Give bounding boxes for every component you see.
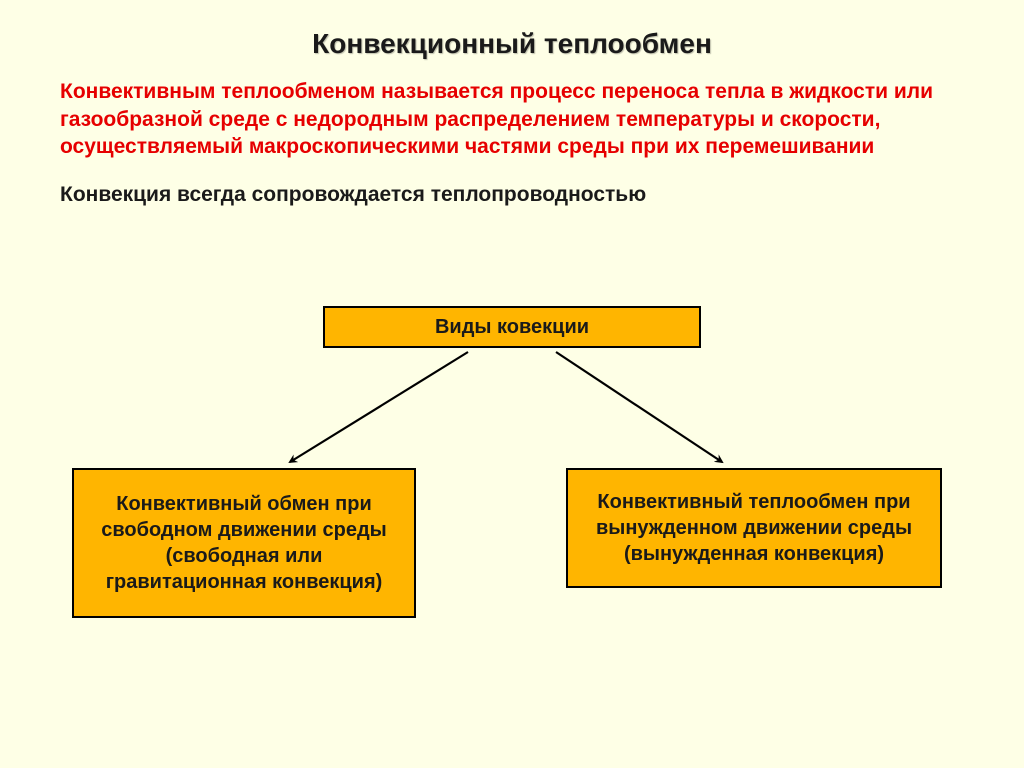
slide-title: Конвекционный теплообмен <box>60 28 964 60</box>
diagram-right-label: Конвективный теплообмен при вынужденном … <box>582 489 926 567</box>
slide: Конвекционный теплообмен Конвективным те… <box>0 0 1024 768</box>
note-text: Конвекция всегда сопровождается теплопро… <box>60 183 964 207</box>
diagram-root-box: Виды ковекции <box>323 306 701 348</box>
diagram-root-label: Виды ковекции <box>435 314 589 340</box>
arrow-right <box>556 352 722 462</box>
diagram-left-box: Конвективный обмен при свободном движени… <box>72 468 416 618</box>
arrow-left <box>290 352 468 462</box>
diagram-left-label: Конвективный обмен при свободном движени… <box>88 491 400 595</box>
diagram-right-box: Конвективный теплообмен при вынужденном … <box>566 468 942 588</box>
definition-text: Конвективным теплообменом называется про… <box>60 78 964 161</box>
